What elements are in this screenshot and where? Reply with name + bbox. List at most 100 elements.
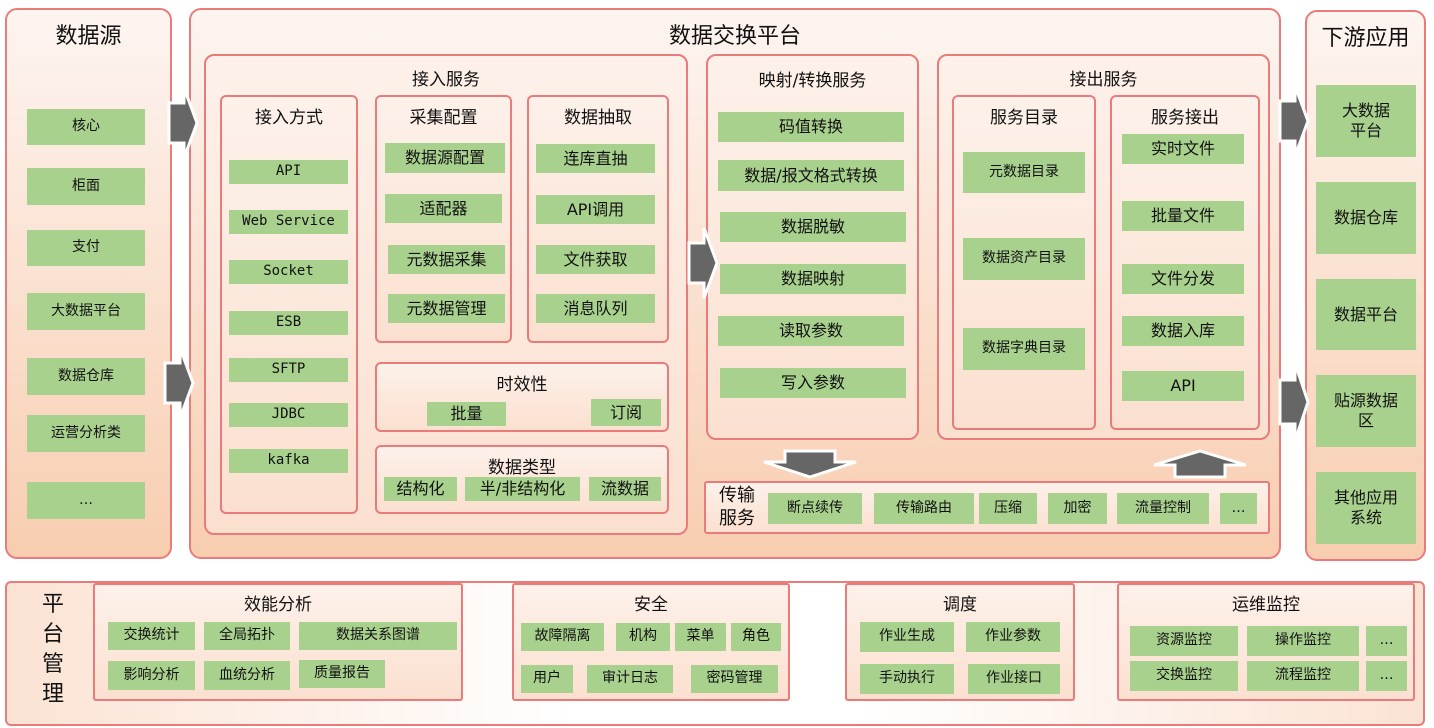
security-item: 用户 <box>521 665 573 693</box>
service-out-title: 服务接出 <box>1151 108 1219 128</box>
mapping-item: 码值转换 <box>718 112 904 142</box>
performance-item: 交换统计 <box>108 622 195 650</box>
timeliness-item: 批量 <box>427 402 506 426</box>
transport-item: 压缩 <box>979 493 1037 524</box>
timeliness-title: 时效性 <box>496 375 548 395</box>
ops-monitor-item: 流程监控 <box>1247 661 1359 691</box>
security-item: 故障隔离 <box>521 623 604 651</box>
security-item: 角色 <box>731 623 781 651</box>
source-item: 运营分析类 <box>27 415 145 452</box>
ops-monitor-item: 交换监控 <box>1130 661 1238 691</box>
exchange-platform-title: 数据交换平台 <box>668 24 801 49</box>
security-item: 密码管理 <box>691 665 778 693</box>
arrow-right-icon <box>687 227 719 299</box>
mapping-item: 数据映射 <box>720 264 906 294</box>
performance-item: 数据关系图谱 <box>299 622 457 650</box>
performance-item: 血统分析 <box>204 661 290 690</box>
access-method-item: SFTP <box>229 358 348 382</box>
downstream-title: 下游应用 <box>1321 26 1410 51</box>
source-item: 柜面 <box>27 168 145 205</box>
transport-item: 加密 <box>1048 493 1107 524</box>
service-catalog-item: 数据资产目录 <box>963 238 1085 280</box>
arrow-down-icon <box>763 449 857 479</box>
schedule-item: 作业参数 <box>966 622 1060 652</box>
source-item: 核心 <box>27 109 145 145</box>
ops-monitor-item: 资源监控 <box>1130 626 1238 656</box>
platform-management-title: 平台管理 <box>41 592 64 707</box>
service-catalog-item: 元数据目录 <box>963 152 1085 193</box>
ingest-service-title: 接入服务 <box>412 70 480 90</box>
security-item: 机构 <box>616 623 670 651</box>
transport-item: … <box>1220 493 1257 524</box>
mapping-item: 数据/报文格式转换 <box>718 160 904 191</box>
ops-monitor-item: 操作监控 <box>1247 626 1359 656</box>
performance-title: 效能分析 <box>244 595 312 615</box>
data-extract-item: 文件获取 <box>536 245 655 274</box>
service-out-item: 数据入库 <box>1122 316 1244 346</box>
data-source-panel <box>5 8 172 559</box>
downstream-item: 数据平台 <box>1316 279 1416 350</box>
performance-item: 影响分析 <box>108 661 195 690</box>
collect-config-item: 数据源配置 <box>385 143 505 173</box>
mapping-item: 写入参数 <box>720 368 906 398</box>
service-catalog-item: 数据字典目录 <box>963 328 1085 370</box>
data-extract-item: API调用 <box>536 195 655 224</box>
data-extract-item: 连库直抽 <box>536 144 655 173</box>
schedule-item: 手动执行 <box>860 664 954 694</box>
source-item: 数据仓库 <box>27 358 145 395</box>
schedule-title: 调度 <box>943 595 977 615</box>
security-title: 安全 <box>634 595 668 615</box>
source-item: … <box>27 482 145 519</box>
egress-service-title: 接出服务 <box>1069 70 1138 90</box>
arrow-right-icon <box>163 347 195 419</box>
transport-item: 断点续传 <box>768 493 862 524</box>
arrow-up-icon <box>1153 449 1247 479</box>
access-method-item: JDBC <box>229 403 348 427</box>
service-out-item: 文件分发 <box>1122 264 1244 294</box>
downstream-item: 数据仓库 <box>1316 182 1416 254</box>
source-item: 大数据平台 <box>27 293 145 330</box>
access-method-item: Socket <box>229 260 348 284</box>
collect-config-item: 元数据采集 <box>388 245 505 274</box>
mapping-service-title: 映射/转换服务 <box>758 71 867 91</box>
mapping-item: 读取参数 <box>718 316 904 346</box>
access-method-item: Web Service <box>229 210 348 234</box>
data-type-item: 半/非结构化 <box>465 477 580 501</box>
access-method-title: 接入方式 <box>255 108 323 128</box>
service-catalog-title: 服务目录 <box>990 108 1058 128</box>
collect-config-item: 适配器 <box>385 194 502 223</box>
transport-item: 流量控制 <box>1117 493 1209 524</box>
ops-monitor-item: … <box>1366 626 1407 656</box>
downstream-item: 大数据平台 <box>1316 85 1416 157</box>
data-extract-title: 数据抽取 <box>564 108 632 128</box>
access-method-item: kafka <box>229 449 348 473</box>
source-item: 支付 <box>27 230 145 266</box>
transport-item: 传输路由 <box>874 493 974 524</box>
ops-monitor-item: … <box>1366 661 1407 691</box>
collect-config-item: 元数据管理 <box>388 294 505 323</box>
service-out-item: API <box>1122 371 1244 401</box>
service-out-item: 实时文件 <box>1122 134 1244 164</box>
security-item: 菜单 <box>675 623 726 651</box>
data-extract-item: 消息队列 <box>536 294 655 323</box>
security-item: 审计日志 <box>587 665 673 693</box>
downstream-item: 其他应用系统 <box>1316 472 1416 544</box>
schedule-item: 作业接口 <box>968 664 1060 694</box>
service-out-item: 批量文件 <box>1122 201 1244 231</box>
mapping-item: 数据脱敏 <box>720 212 906 242</box>
arrow-right-icon <box>1278 362 1310 442</box>
data-type-item: 流数据 <box>589 477 661 501</box>
arrow-right-icon <box>167 87 199 159</box>
ops-monitor-title: 运维监控 <box>1232 595 1300 615</box>
access-method-item: ESB <box>229 311 348 335</box>
schedule-item: 作业生成 <box>860 622 954 652</box>
arrow-right-icon <box>1278 85 1310 157</box>
data-source-title: 数据源 <box>55 24 122 49</box>
timeliness-item: 订阅 <box>591 399 661 426</box>
access-method-item: API <box>229 160 348 184</box>
downstream-item: 贴源数据区 <box>1316 375 1416 447</box>
data-type-title: 数据类型 <box>488 458 556 478</box>
performance-item: 全局拓扑 <box>204 622 290 650</box>
collect-config-title: 采集配置 <box>409 108 478 128</box>
performance-item: 质量报告 <box>299 660 385 688</box>
